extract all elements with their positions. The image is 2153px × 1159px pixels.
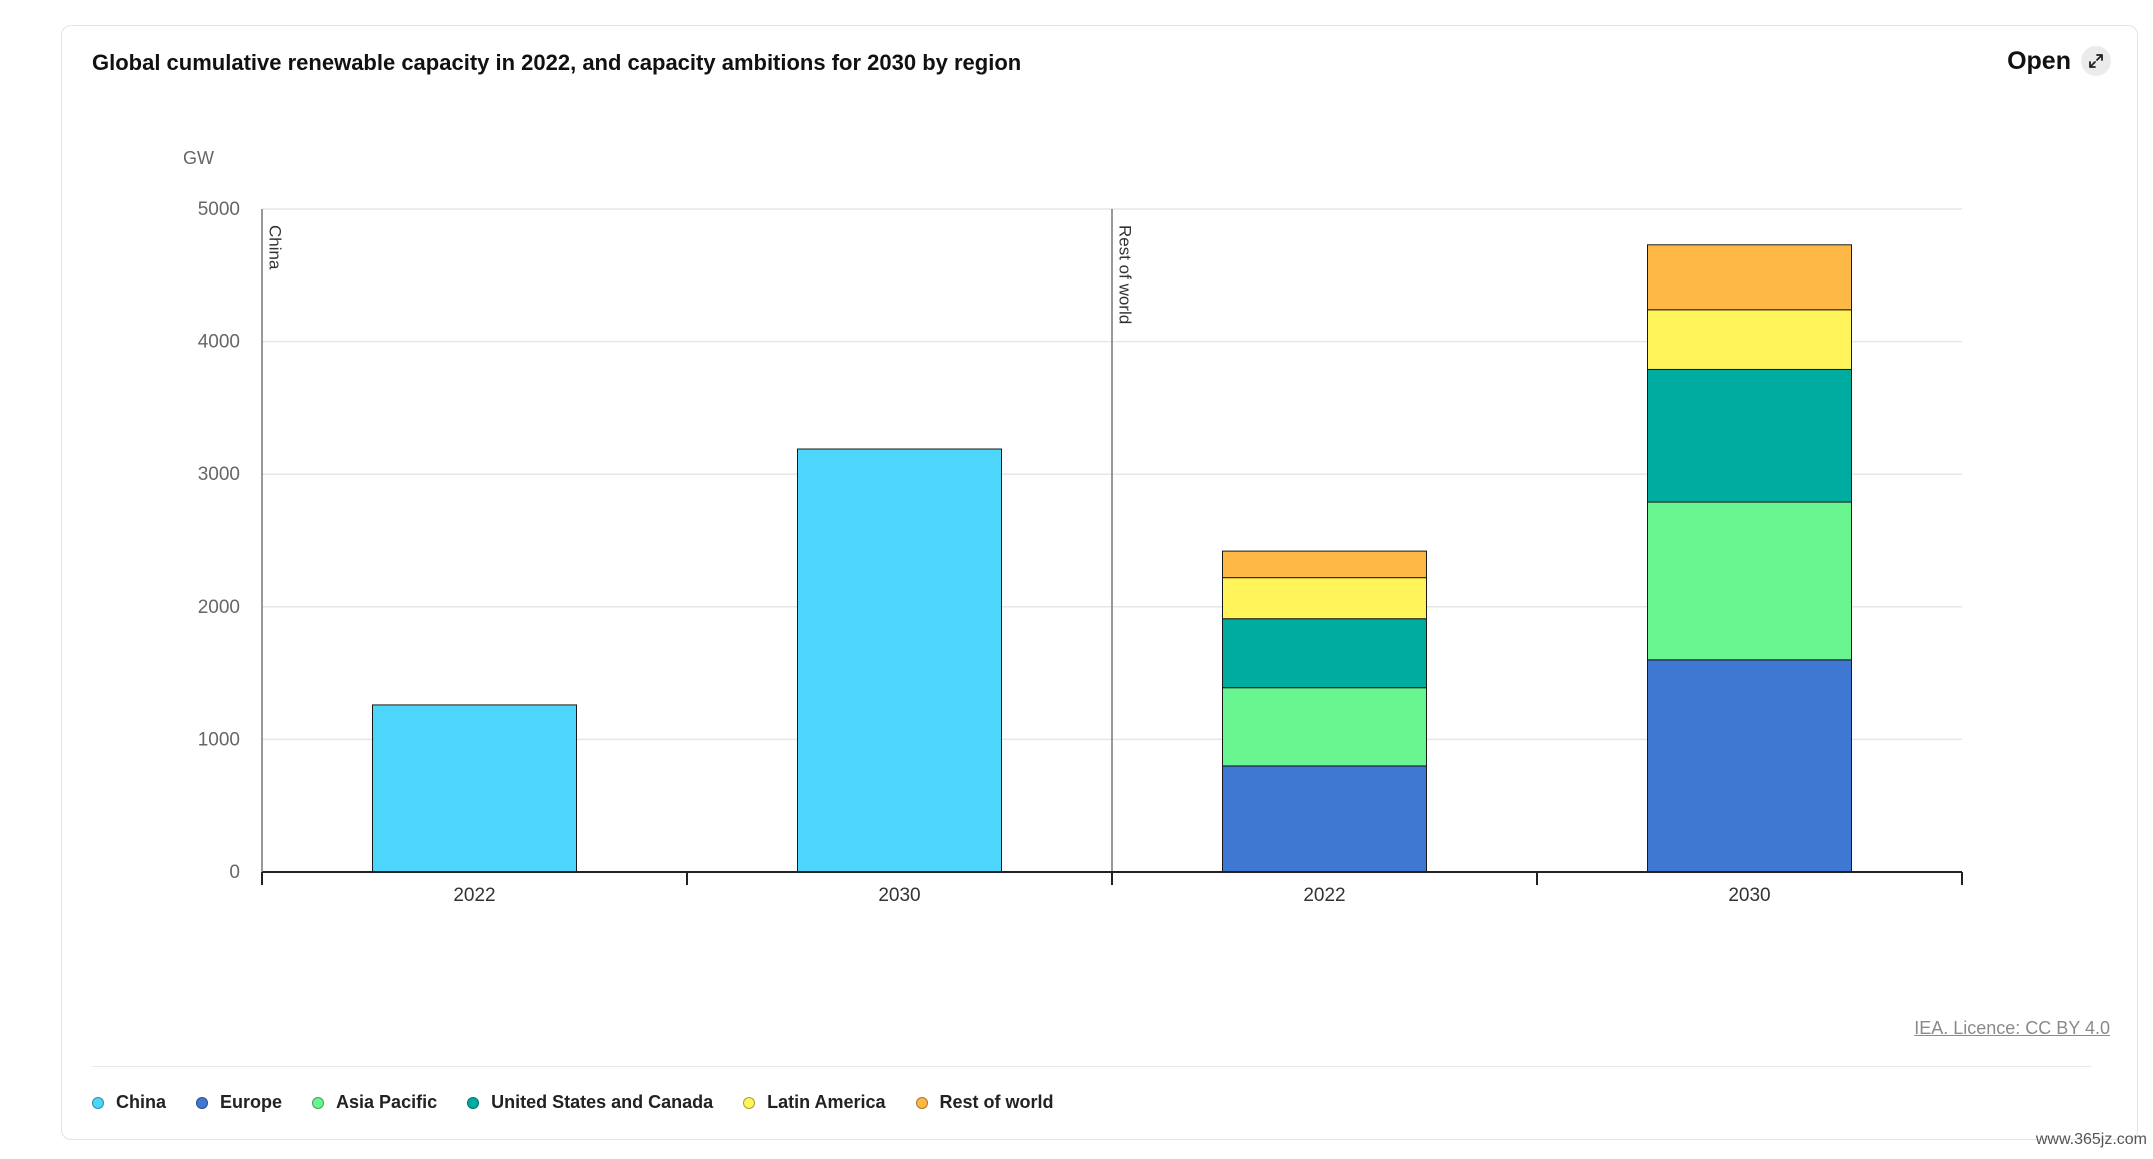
legend-item-europe[interactable]: Europe: [196, 1092, 282, 1113]
bar-segment-rest-of-world: [1647, 244, 1852, 311]
legend-swatch: [467, 1096, 480, 1109]
chart-title: Global cumulative renewable capacity in …: [92, 50, 1022, 75]
legend-swatch: [196, 1096, 209, 1109]
legend-label: Latin America: [767, 1092, 886, 1112]
bar-segment-united-states-and-canada: [1222, 618, 1427, 689]
y-tick-label: 1000: [198, 729, 240, 750]
legend-swatch: [312, 1096, 325, 1109]
legend-swatch: [92, 1096, 104, 1109]
y-tick-label: 3000: [198, 464, 240, 485]
bar-segment-latin-america: [1647, 309, 1852, 370]
legend-label: United States and Canada: [491, 1092, 714, 1112]
x-tick-label: 2030: [878, 885, 920, 906]
legend-label: Europe: [220, 1092, 283, 1112]
legend-item-asia-pacific[interactable]: Asia Pacific: [312, 1092, 437, 1113]
bar-segment-latin-america: [1222, 577, 1427, 620]
legend-item-rest-of-world[interactable]: Rest of world: [915, 1092, 1054, 1113]
legend-label: Asia Pacific: [336, 1092, 438, 1112]
legend-label: Rest of world: [939, 1092, 1054, 1112]
open-button-label: Open: [2007, 46, 2071, 75]
y-tick-label: 2000: [198, 597, 240, 618]
bar-segment-europe: [1647, 659, 1852, 873]
bar-segment-asia-pacific: [1222, 687, 1427, 767]
bar-segment-asia-pacific: [1647, 501, 1852, 661]
bar-segment-rest-of-world: [1222, 550, 1427, 579]
x-tick-label: 2022: [453, 885, 495, 906]
licence-link[interactable]: IEA. Licence: CC BY 4.0: [1914, 1018, 2110, 1038]
legend-label: China: [116, 1092, 167, 1112]
legend-swatch: [743, 1096, 756, 1109]
chart-area: GW 0 1000 2000 3000 4000 5000 China 2022 2030 Rest…: [183, 148, 1963, 906]
x-tick-label: 2022: [1303, 885, 1345, 906]
bar-segment-europe: [1222, 765, 1427, 873]
expand-icon: [2081, 46, 2111, 76]
legend-swatch: [915, 1096, 928, 1109]
bar-segment-china: [797, 448, 1002, 873]
group-label: China: [266, 225, 285, 270]
legend-item-latin-america[interactable]: Latin America: [743, 1092, 886, 1113]
y-tick-label: 4000: [198, 332, 240, 353]
y-tick-label: 0: [229, 862, 240, 883]
legend-item-china[interactable]: China: [92, 1092, 166, 1113]
legend-divider: [92, 1066, 2091, 1067]
group-label: Rest of world: [1116, 225, 1135, 324]
bar-segment-united-states-and-canada: [1647, 368, 1852, 503]
bar-segment-china: [372, 704, 577, 873]
y-tick-label: 5000: [198, 199, 240, 220]
open-button[interactable]: Open: [2007, 46, 2111, 76]
chart-legend: China Europe Asia Pacific United States and…: [92, 1092, 1084, 1113]
watermark: www.365jz.com: [2035, 1131, 2147, 1148]
y-axis-label: GW: [183, 148, 214, 168]
x-tick-label: 2030: [1728, 885, 1770, 906]
legend-item-united-states-and-canada[interactable]: United States and Canada: [467, 1092, 713, 1113]
